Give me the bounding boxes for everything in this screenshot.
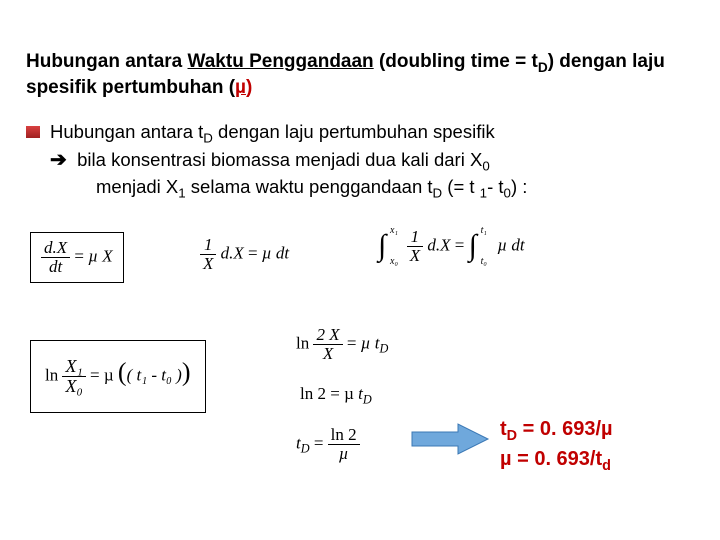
bullet-l2a: bila konsentrasi biomassa menjadi dua ka… [72, 149, 482, 170]
r2a: µ = 0. 693/t [500, 448, 602, 470]
e2-rhs: µ dt [262, 243, 289, 262]
r2sub: d [602, 458, 611, 474]
bullet-text: Hubungan antara tD dengan laju pertumbuh… [50, 120, 680, 202]
e7-sub: D [301, 442, 310, 456]
e6-sub: D [363, 392, 372, 406]
bullet-l1b: dengan laju pertumbuhan spesifik [213, 121, 495, 142]
e3-num: 1 [407, 228, 423, 247]
bullet-l3d: - t [487, 176, 503, 197]
bullet-l3sub1: 1 [178, 186, 185, 201]
r1a: t [500, 418, 507, 440]
arrow-icon: ➔ [50, 147, 72, 173]
title-sub-D: D [538, 60, 548, 75]
e2-den: X [200, 255, 216, 273]
e5-den: X [313, 345, 342, 363]
e2-mid: d.X [221, 243, 248, 262]
e1-num: d.X [41, 239, 70, 258]
integral-icon: ∫ x₁ x₀ [378, 229, 386, 263]
e3-eq: = [455, 235, 469, 254]
equation-6: ln 2 = µ tD [300, 384, 372, 407]
result-line-2: µ = 0. 693/td [500, 446, 613, 476]
e6-lhs: ln 2 [300, 384, 330, 403]
e4-p1: ( t₁ [127, 365, 152, 384]
bullet-l3sub0b: 0 [504, 186, 511, 201]
bullet-icon [26, 126, 40, 138]
e2-eq: = [248, 243, 262, 262]
bullet-l1a: Hubungan antara t [50, 121, 203, 142]
bullet-l3sub1b: 1 [480, 186, 487, 201]
e2-num: 1 [200, 236, 216, 255]
e5-eq: = [347, 333, 361, 352]
e4-den: X₀ [62, 377, 85, 396]
bullet-l3b: selama waktu penggandaan t [186, 176, 433, 197]
bullet-l2sub0: 0 [482, 159, 489, 174]
title-pre: Hubungan antara [26, 51, 188, 72]
r1sub: D [507, 428, 517, 444]
e3-den: X [407, 247, 423, 265]
e1-eq: = [74, 246, 88, 265]
bullet-l3subD: D [433, 186, 443, 201]
title-mu: µ [235, 77, 246, 98]
bullet-l1sub: D [203, 131, 213, 146]
equation-2: 1X d.X = µ dt [200, 236, 289, 273]
e4-p2: t₀ ) [161, 365, 182, 384]
equation-5: ln 2 XX = µ tD [296, 326, 388, 363]
e3-tl: t₀ [481, 256, 487, 267]
equation-1: d.Xdt = µ X [30, 232, 124, 283]
integral-icon-2: ∫ t₁ t₀ [469, 229, 477, 263]
e7-fnum: ln 2 [328, 426, 360, 445]
e3-xl: x₀ [390, 256, 398, 267]
e7-eq: = [314, 433, 328, 452]
e1-rhs: µ X [88, 246, 112, 265]
e3-mid: d.X [427, 235, 450, 254]
bullet-block: Hubungan antara tD dengan laju pertumbuh… [26, 120, 680, 202]
e6-eq: = µ [330, 384, 358, 403]
e5-num: 2 X [313, 326, 342, 345]
e3-tu: t₁ [481, 225, 487, 236]
e1-den: dt [41, 258, 70, 276]
bullet-l3c: (= t [442, 176, 480, 197]
right-arrow-icon [410, 422, 490, 456]
e7-fden: µ [328, 445, 360, 463]
bullet-l3e: ) : [511, 176, 527, 197]
equation-3: ∫ x₁ x₀ 1X d.X = ∫ t₁ t₀ µ dt [378, 228, 525, 265]
equation-7: tD = ln 2µ [296, 426, 360, 463]
equation-4: ln X₁X₀ = µ (( t₁ - t₀ )) [30, 340, 206, 413]
e5-pre: ln [296, 333, 313, 352]
e4-pre: ln [45, 365, 62, 384]
e3-rhs: µ dt [497, 235, 524, 254]
e5-sub: D [380, 342, 389, 356]
result-block: tD = 0. 693/µ µ = 0. 693/td [500, 416, 613, 477]
slide-title: Hubungan antara Waktu Penggandaan (doubl… [26, 50, 696, 100]
e4-eq: = µ [90, 365, 118, 384]
title-underline: Waktu Penggandaan [188, 51, 374, 72]
e4-minus: - [151, 365, 161, 384]
r1b: = 0. 693/µ [517, 418, 612, 440]
title-post1: (doubling time = t [374, 51, 538, 72]
result-line-1: tD = 0. 693/µ [500, 416, 613, 446]
e4-num: X₁ [62, 357, 85, 377]
bullet-l3a: menjadi X [96, 176, 178, 197]
e3-xu: x₁ [390, 225, 398, 236]
e5-rhs: µ t [361, 333, 380, 352]
title-post3: ) [246, 77, 252, 98]
